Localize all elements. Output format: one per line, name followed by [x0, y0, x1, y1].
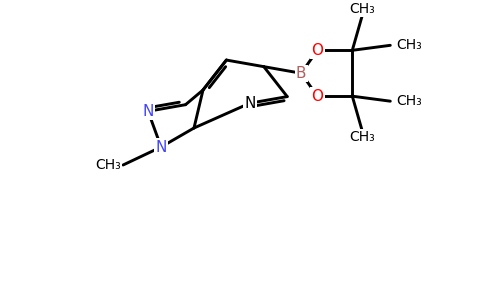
- Text: O: O: [311, 43, 323, 58]
- Text: B: B: [296, 66, 306, 81]
- Text: N: N: [142, 104, 154, 119]
- Text: CH₃: CH₃: [349, 130, 375, 144]
- Text: O: O: [311, 89, 323, 104]
- Text: CH₃: CH₃: [95, 158, 121, 172]
- Text: N: N: [155, 140, 167, 154]
- Text: CH₃: CH₃: [396, 94, 422, 108]
- Text: CH₃: CH₃: [349, 2, 375, 16]
- Text: N: N: [244, 96, 256, 111]
- Text: CH₃: CH₃: [396, 38, 422, 52]
